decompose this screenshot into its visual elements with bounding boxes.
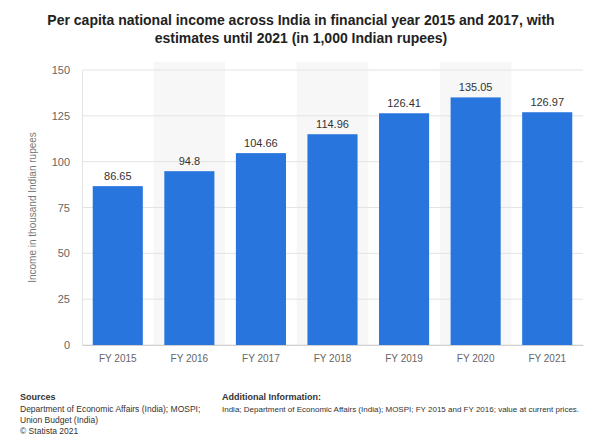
y-tick-label: 125 xyxy=(52,110,70,122)
bars xyxy=(93,97,573,345)
column-bands xyxy=(154,62,512,345)
x-tick: FY 2016 xyxy=(171,345,209,364)
credit: © Statista 2021 xyxy=(20,426,79,436)
data-label: 104.66 xyxy=(244,137,278,149)
y-tick: 75 xyxy=(58,202,82,214)
y-tick: 0 xyxy=(64,339,82,351)
y-tick: 25 xyxy=(58,293,82,305)
x-tick: FY 2017 xyxy=(242,345,280,364)
y-tick: 100 xyxy=(52,156,82,168)
grid xyxy=(82,70,583,345)
x-axis: FY 2015 FY 2016 FY 2017 FY 2018 FY 2019 FY 20… xyxy=(83,345,584,364)
x-tick: FY 2019 xyxy=(385,345,423,364)
data-label: 126.41 xyxy=(387,97,421,109)
info-text: India; Department of Economic Affairs (I… xyxy=(222,405,579,414)
x-tick-label: FY 2016 xyxy=(171,353,209,364)
y-tick: 125 xyxy=(52,110,82,122)
x-tick: FY 2020 xyxy=(457,345,495,364)
y-axis-title: Income in thousand Indian rupees xyxy=(27,132,38,283)
bar xyxy=(307,134,357,345)
data-label: 126.97 xyxy=(530,96,564,108)
data-labels: 86.65 94.8 104.66 114.96 126.41 135.05 126.97 xyxy=(104,81,564,182)
source-line: Department of Economic Affairs (India); … xyxy=(20,404,200,414)
bar xyxy=(93,186,143,345)
y-tick-label: 150 xyxy=(52,64,70,76)
y-tick-label: 0 xyxy=(64,339,70,351)
x-tick-label: FY 2020 xyxy=(457,353,495,364)
x-tick: FY 2018 xyxy=(314,345,352,364)
data-label: 135.05 xyxy=(459,81,493,93)
data-label: 94.8 xyxy=(179,155,200,167)
y-tick: 50 xyxy=(58,247,82,259)
x-tick-label: FY 2019 xyxy=(385,353,423,364)
y-tick-label: 50 xyxy=(58,247,70,259)
source-title: Sources xyxy=(20,392,56,402)
x-tick: FY 2021 xyxy=(528,345,566,364)
data-label: 86.65 xyxy=(104,170,132,182)
grid-line xyxy=(82,115,583,116)
y-tick-label: 100 xyxy=(52,156,70,168)
bar xyxy=(164,171,214,345)
y-axis-line xyxy=(82,71,83,346)
bar xyxy=(379,113,429,345)
column-band xyxy=(297,62,369,345)
bar xyxy=(522,112,572,345)
bar xyxy=(236,153,286,345)
bar xyxy=(451,97,501,345)
info-title: Additional Information: xyxy=(222,392,321,402)
data-label: 114.96 xyxy=(316,118,349,130)
chart: Per capita national income across India … xyxy=(0,0,602,447)
grid-line xyxy=(82,70,583,71)
x-tick-label: FY 2021 xyxy=(528,353,566,364)
x-tick-label: FY 2018 xyxy=(314,353,352,364)
column-band xyxy=(154,62,226,345)
source-line: Union Budget (India) xyxy=(20,415,98,425)
y-tick-label: 25 xyxy=(58,293,70,305)
footer: Sources Department of Economic Affairs (I… xyxy=(20,392,579,436)
x-axis-line xyxy=(83,345,584,346)
y-tick-label: 75 xyxy=(58,202,70,214)
column-band xyxy=(440,62,512,345)
y-axis: 0 25 50 75 100 125 150 xyxy=(52,64,83,351)
x-tick: FY 2015 xyxy=(99,345,137,364)
x-tick-label: FY 2017 xyxy=(242,353,280,364)
title: Per capita national income across India … xyxy=(47,12,554,46)
y-tick: 150 xyxy=(52,64,82,76)
x-tick-label: FY 2015 xyxy=(99,353,137,364)
